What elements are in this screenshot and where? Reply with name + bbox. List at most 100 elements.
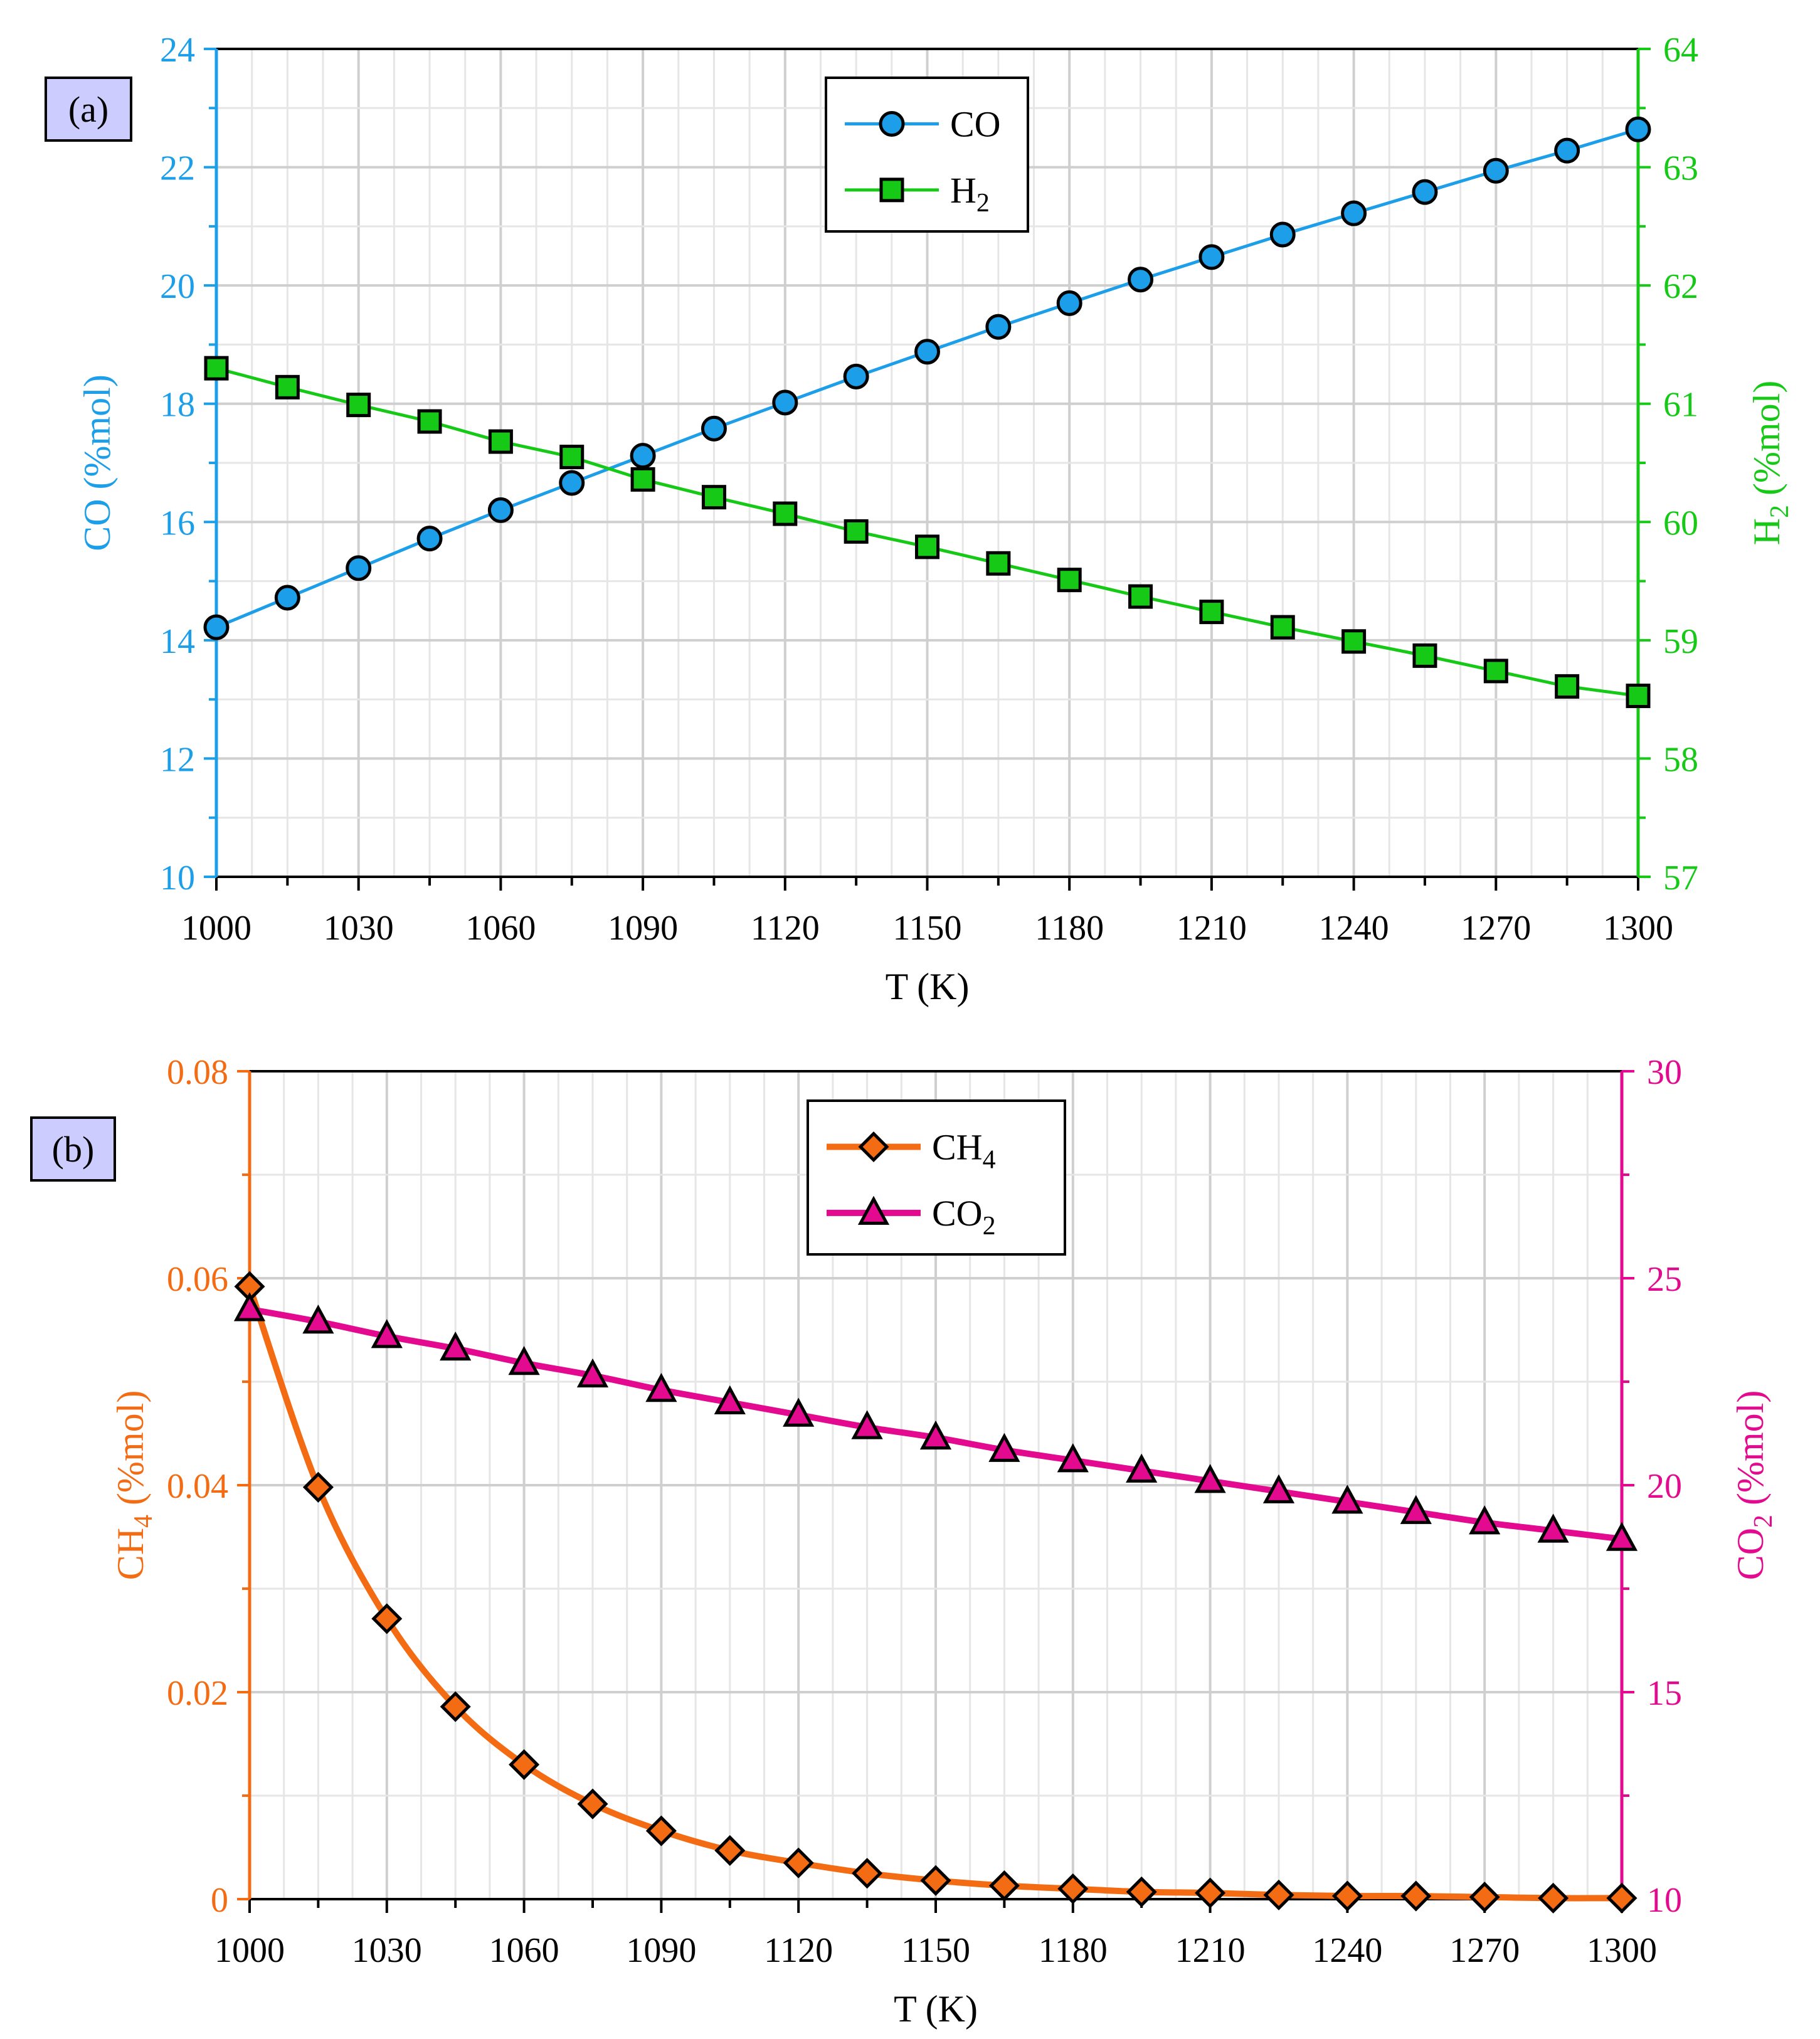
x-tick-label: 1180 [1039,1931,1108,1970]
legend-label-subscript: 2 [983,1212,996,1241]
data-point-diamond [509,1749,540,1781]
data-point-diamond [1057,1873,1089,1905]
legend-label: CO2 [932,1193,996,1241]
data-point-square [1128,584,1153,609]
data-point-triangle [1126,1453,1158,1483]
panel-tag-box [30,1116,116,1182]
x-tick-label: 1150 [893,909,962,948]
legend-label: H2 [950,170,990,218]
y-left-tick-label: 0.08 [167,1053,228,1092]
y-right-tick-label: 30 [1647,1053,1682,1092]
data-point-triangle [1057,1443,1089,1473]
data-point-square [701,485,726,510]
data-point-triangle [1331,1485,1363,1514]
y-axis-left-title-unit: (%mol) [110,1390,151,1515]
data-point-triangle [988,1433,1020,1462]
legend-label-main: CO [932,1193,983,1234]
x-tick-label: 1210 [1177,909,1247,948]
y-left-tick-label: 10 [160,859,195,898]
x-tick-label: 1150 [901,1931,970,1970]
legend-label-main: CO [950,104,1001,145]
x-tick-label: 1030 [352,1931,422,1970]
y-right-tick-label: 63 [1663,149,1698,188]
panel-tag-label: (b) [52,1129,95,1170]
data-point-square [488,429,513,454]
x-tick-label: 1090 [626,1931,696,1970]
data-point-diamond [1400,1880,1432,1912]
legend-label: CH4 [932,1127,996,1175]
x-tick-label: 1270 [1449,1931,1520,1970]
data-point-circle [1198,244,1225,270]
x-tick-label: 1120 [764,1931,833,1970]
y-left-tick-label: 20 [160,267,195,306]
data-point-circle [701,415,727,442]
data-point-triangle [919,1420,952,1450]
y-axis-left-title: CO (%mol) [77,374,118,551]
data-point-square [1555,674,1580,699]
data-point-diamond [783,1847,814,1878]
panel-tag-label: (a) [68,89,108,130]
x-tick-label: 1180 [1035,909,1104,948]
y-left-tick-label: 0.04 [167,1467,228,1506]
x-tick-label: 1060 [465,909,536,948]
y-axis-right-title: CO2 (%mol) [1730,1390,1778,1581]
data-point-triangle [1194,1464,1226,1493]
y-right-tick-label: 20 [1647,1467,1682,1506]
y-right-tick-label: 57 [1663,859,1698,898]
data-point-circle [1128,267,1154,293]
legend-box [807,1099,1066,1256]
data-point-diamond [852,1858,883,1889]
data-point-circle [630,443,656,469]
x-tick-label: 1210 [1175,1931,1246,1970]
data-point-circle [1341,200,1367,226]
data-point-diamond [1195,1877,1226,1909]
legend: CO H2 [825,77,1029,233]
legend-label-subscript: 2 [976,189,990,218]
legend-label-main: H [950,170,976,211]
y-axis-right-title: H2 (%mol) [1746,381,1794,546]
chart-panel-b: 1000 1030 1060 1090 1120 1150 1180 1210 1240 1270… [30,1053,1778,2030]
legend-marker-square [879,177,904,203]
data-point-circle [843,363,869,389]
data-point-circle [985,314,1012,340]
data-point-triangle [1537,1513,1569,1543]
data-point-circle [274,585,300,611]
legend-marker-circle [879,111,905,137]
y-axis-left-title-main: CH [110,1528,151,1580]
data-point-diamond [1469,1882,1500,1913]
data-point-square [1057,568,1082,593]
legend-box [825,77,1029,233]
data-point-circle [1269,221,1296,248]
data-point-square [559,445,585,470]
data-point-triangle [508,1346,540,1375]
chart-panel-a: 1000 1030 1060 1090 1120 1150 1180 1210 1240 1270… [45,31,1794,1007]
y-right-tick-label: 15 [1647,1674,1682,1713]
y-left-tick-label: 24 [160,31,195,70]
x-tick-label: 1000 [214,1931,285,1970]
data-point-square [1199,600,1224,625]
data-point-circle [1056,290,1082,316]
data-point-diamond [371,1603,403,1634]
data-point-diamond [577,1788,608,1819]
data-point-square [1341,629,1367,654]
data-point-square [1626,683,1651,708]
y-left-tick-label: 14 [160,622,195,661]
data-point-diamond [988,1870,1020,1902]
data-point-circle [1554,137,1580,164]
series-line [246,1285,1622,1902]
y-right-tick-label: 58 [1663,740,1698,779]
data-point-triangle [645,1372,677,1402]
panel-tag: (b) [30,1116,116,1182]
y-left-tick-label: 0.02 [167,1674,228,1713]
data-point-square [844,519,869,544]
data-point-triangle [714,1385,746,1414]
data-point-triangle [440,1331,472,1361]
series-circle [203,116,1651,640]
data-point-triangle [1606,1522,1638,1551]
data-point-circle [914,339,940,365]
data-point-triangle [851,1410,883,1439]
data-point-diamond [1538,1882,1569,1914]
data-point-triangle [233,1292,266,1321]
